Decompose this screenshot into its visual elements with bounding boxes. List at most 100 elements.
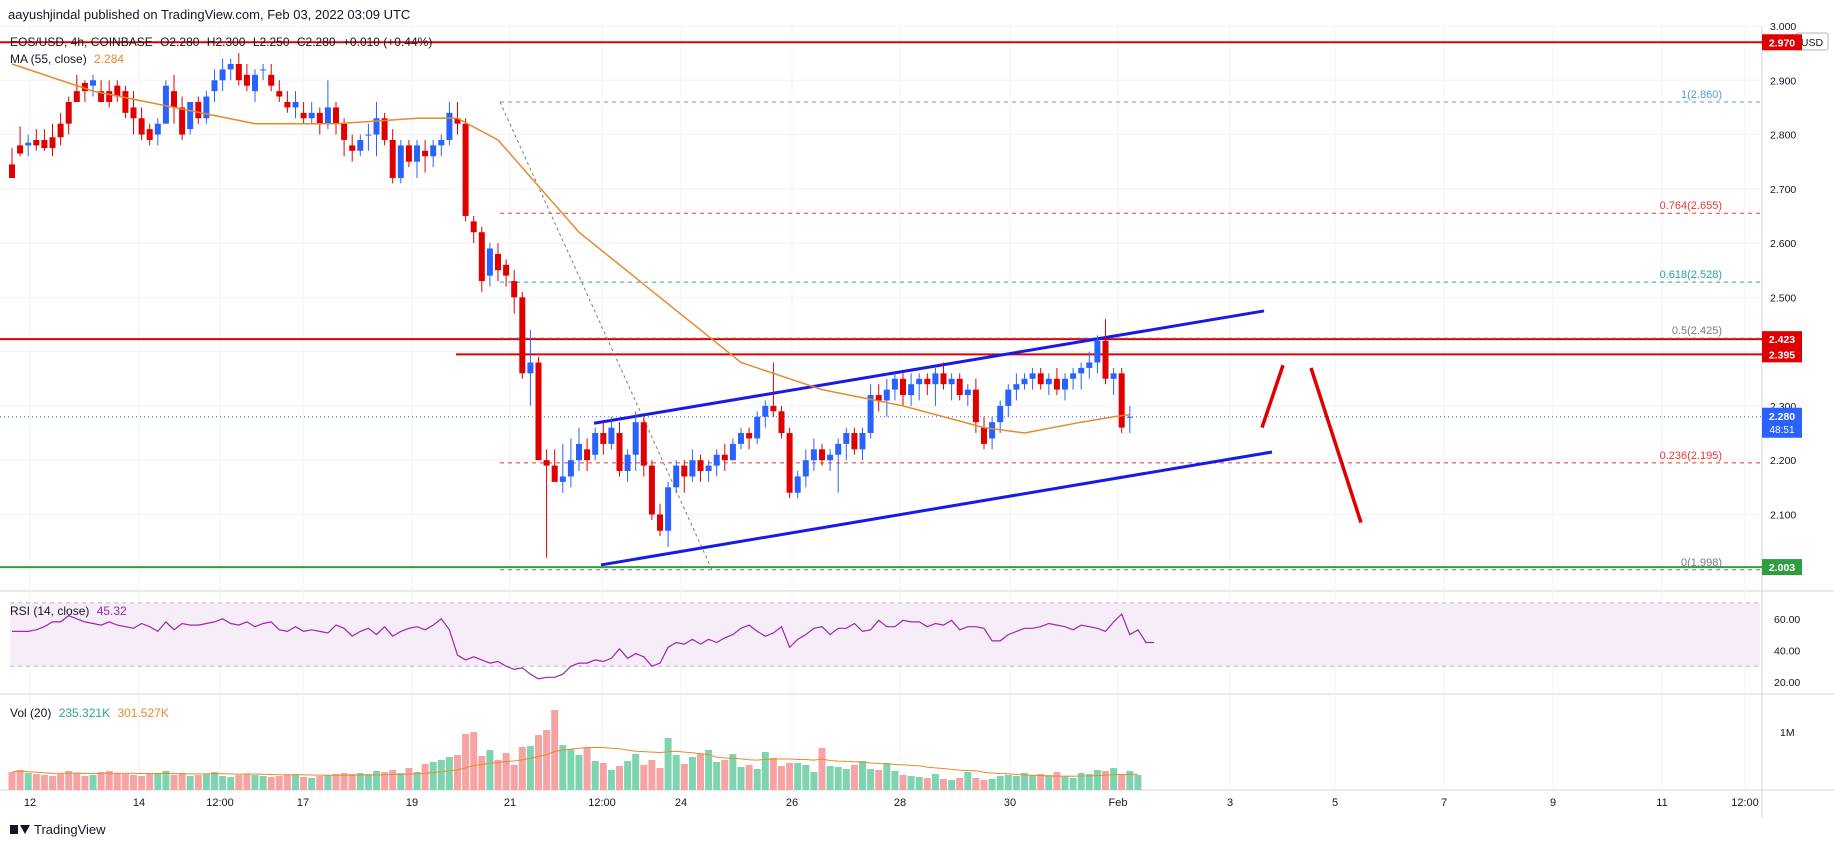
volume-bar xyxy=(826,766,834,790)
time-tick-label: 3 xyxy=(1227,797,1233,809)
volume-bar xyxy=(842,769,850,790)
candle-body xyxy=(179,107,186,135)
candle-body xyxy=(802,460,809,477)
volume-bar xyxy=(502,753,510,790)
volume-bar xyxy=(57,774,65,790)
tradingview-brand[interactable]: TradingView xyxy=(10,822,106,837)
candle-body xyxy=(1013,384,1020,390)
candle-body xyxy=(1102,340,1109,379)
candle-body xyxy=(770,405,777,412)
candle-body xyxy=(25,142,32,146)
candle-body xyxy=(1062,378,1068,390)
candle-body xyxy=(308,112,315,119)
candle-body xyxy=(187,101,194,130)
volume-bar xyxy=(429,762,437,790)
candle-body xyxy=(268,74,275,86)
candle-body xyxy=(600,433,607,444)
brand-label: TradingView xyxy=(34,822,106,837)
candle-body xyxy=(57,123,64,138)
volume-bar xyxy=(745,765,753,790)
volume-bar xyxy=(413,772,421,790)
volume-bar xyxy=(591,761,599,790)
volume-bar xyxy=(543,730,551,790)
volume-bar xyxy=(607,770,615,790)
volume-bar xyxy=(138,776,146,790)
candle-body xyxy=(162,85,169,124)
ma-legend[interactable]: MA (55, close) 2.284 xyxy=(10,52,128,66)
publisher-line: aayushjindal published on TradingView.co… xyxy=(8,7,411,22)
candle-body xyxy=(486,248,493,276)
candle-body xyxy=(932,373,939,385)
volume-bar xyxy=(664,738,672,790)
volume-bar xyxy=(599,763,607,790)
rsi-label: RSI (14, close) xyxy=(10,604,90,618)
volume-bar xyxy=(130,775,137,790)
candle-body xyxy=(559,476,566,482)
volume-value-1: 235.321K xyxy=(58,706,111,720)
candle-body xyxy=(616,433,623,472)
volume-bar xyxy=(753,769,761,790)
volume-bar xyxy=(1045,775,1053,790)
ma-line xyxy=(11,63,1130,434)
volume-legend[interactable]: Vol (20) 235.321K 301.527K xyxy=(10,706,173,720)
volume-bar xyxy=(81,776,89,790)
candle-body xyxy=(754,416,761,439)
volume-bar xyxy=(154,773,162,790)
candle-body xyxy=(551,465,558,482)
time-tick-label: 17 xyxy=(297,797,309,809)
candle-body xyxy=(997,405,1004,423)
volume-bar xyxy=(1037,774,1045,790)
volume-bar xyxy=(146,774,154,790)
candle-body xyxy=(543,460,550,466)
badge-support-bg xyxy=(1762,559,1802,576)
candle-body xyxy=(33,139,40,146)
candle-body xyxy=(746,433,753,439)
volume-bar xyxy=(1085,774,1093,790)
volume-bar xyxy=(883,763,891,790)
volume-bar xyxy=(1069,778,1077,790)
price-tick-label: 2.200 xyxy=(1770,455,1796,467)
candle-body xyxy=(972,389,979,423)
candle-body xyxy=(981,427,987,444)
volume-bar xyxy=(324,775,332,790)
time-axis[interactable]: 12 14 12:00 17 19 21 12:00 24 26 28 30 Feb 3 5 7 9 11 12:… xyxy=(24,797,1759,809)
symbol-legend[interactable]: EOS/USD, 4h, COINBASE O2.280 H2.300 L2.2… xyxy=(10,35,436,49)
volume-bar xyxy=(113,773,121,790)
candle-body xyxy=(260,69,267,71)
rsi-tick-label: 40.00 xyxy=(1774,645,1800,657)
ma-series xyxy=(11,63,1130,434)
candlestick-series xyxy=(9,53,1133,558)
candle-body xyxy=(276,91,283,97)
price-tick-label: 2.900 xyxy=(1770,75,1796,87)
volume-label: Vol (20) xyxy=(10,706,52,720)
candle-body xyxy=(567,460,574,477)
price-badges: USD 2.970 2.423 2.395 2.003 2.280 48:51 xyxy=(1762,32,1829,576)
volume-bar xyxy=(931,774,939,790)
candle-body xyxy=(916,378,923,385)
fib-level-label: 0.236(2.195) xyxy=(1660,450,1722,462)
candle-body xyxy=(1053,378,1060,390)
candle-body xyxy=(875,395,882,401)
rsi-line xyxy=(12,612,1155,680)
candle-body xyxy=(430,145,437,157)
candle-body xyxy=(924,378,931,385)
ma-label: MA (55, close) xyxy=(10,52,87,66)
volume-bar xyxy=(1004,775,1012,790)
channel-lower-line xyxy=(600,450,1273,567)
volume-bar xyxy=(65,771,73,790)
volume-bar xyxy=(421,764,429,790)
time-tick-label: 12 xyxy=(24,797,36,809)
volume-bar xyxy=(332,774,340,790)
price-axis[interactable]: 2.1002.2002.3002.4002.5002.6002.7002.800… xyxy=(1770,21,1796,521)
candle-body xyxy=(738,433,744,444)
rsi-legend[interactable]: RSI (14, close) 45.32 xyxy=(10,604,131,618)
volume-pane: 1M xyxy=(8,710,1795,790)
fib-level-label: 1(2.860) xyxy=(1681,89,1722,101)
candle-body xyxy=(584,449,591,461)
candle-body xyxy=(211,80,218,92)
rsi-pane: 20.00 40.00 60.00 xyxy=(10,602,1800,689)
candle-body xyxy=(357,139,364,151)
badge-support: 2.003 xyxy=(1769,562,1795,574)
volume-bar xyxy=(705,750,713,790)
